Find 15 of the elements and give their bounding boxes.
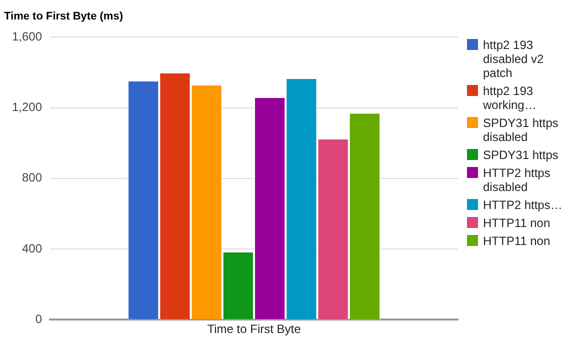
legend-label: SPDY31 https [483, 148, 558, 162]
x-tick-label: Time to First Byte [207, 322, 302, 336]
y-tick-label: 0 [35, 312, 42, 326]
legend-label: http2 193 working… [483, 84, 538, 112]
y-tick-label: 800 [22, 170, 42, 185]
legend-label: SPDY31 https disabled [483, 116, 560, 144]
legend-label: HTTP2 https… [483, 198, 562, 212]
y-tick-label: 1,200 [12, 100, 42, 114]
legend-label: HTTP11 non [483, 216, 550, 230]
legend-label: HTTP2 https disabled [483, 166, 552, 194]
legend-label: http2 193 disabled v2 patch [483, 38, 545, 80]
legend-label: HTTP11 non [483, 234, 550, 248]
chart-title: Time to First Byte (ms) [4, 10, 124, 23]
y-tick-label: 1,600 [12, 30, 42, 44]
y-tick-label: 400 [22, 241, 42, 256]
